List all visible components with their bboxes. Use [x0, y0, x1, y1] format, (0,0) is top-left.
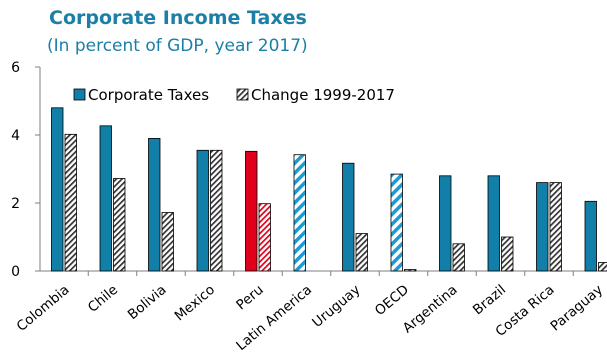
x-label-argentina: Argentina: [400, 282, 461, 337]
bar-corporate-taxes-oecd: [390, 173, 403, 272]
y-tick-label: 4: [11, 128, 20, 144]
bar-corporate-taxes-uruguay: [342, 162, 355, 272]
bar-corporate-taxes-latin-america: [293, 154, 306, 272]
bar-corporate-taxes-paraguay: [584, 200, 597, 272]
x-label-paraguay: Paraguay: [548, 282, 607, 335]
bar-change-chile: [113, 178, 126, 272]
bar-change-oecd: [404, 269, 417, 272]
y-tick-label: 0: [11, 264, 20, 280]
legend: Corporate Taxes Change 1999-2017: [73, 86, 395, 104]
bar-corporate-taxes-colombia: [51, 107, 64, 272]
x-label-colombia: Colombia: [14, 282, 73, 335]
x-label-brazil: Brazil: [470, 282, 509, 318]
legend-swatch-change: [236, 88, 249, 101]
bar-change-bolivia: [161, 212, 174, 272]
legend-swatch-corporate-taxes: [73, 88, 86, 101]
x-label-bolivia: Bolivia: [125, 282, 170, 323]
bar-change-colombia: [64, 133, 77, 272]
x-label-oecd: OECD: [372, 282, 412, 319]
y-tick-label: 6: [11, 60, 20, 76]
chart-title: Corporate Income Taxes: [49, 7, 307, 29]
bar-change-costa-rica: [549, 182, 562, 272]
bar-change-brazil: [501, 236, 514, 272]
bar-corporate-taxes-mexico: [196, 149, 209, 272]
x-label-chile: Chile: [85, 282, 121, 316]
legend-label-corporate-taxes: Corporate Taxes: [88, 86, 209, 104]
chart-subtitle: (In percent of GDP, year 2017): [47, 36, 308, 56]
bar-corporate-taxes-chile: [99, 125, 112, 272]
bar-corporate-taxes-peru: [245, 150, 258, 272]
legend-label-change: Change 1999-2017: [251, 86, 395, 104]
bar-corporate-taxes-bolivia: [148, 137, 161, 272]
bar-corporate-taxes-argentina: [439, 175, 452, 272]
bar-change-argentina: [452, 243, 465, 272]
bar-change-uruguay: [355, 233, 368, 272]
x-label-uruguay: Uruguay: [309, 282, 363, 331]
bar-change-peru: [258, 203, 271, 272]
x-label-mexico: Mexico: [172, 282, 218, 325]
x-label-peru: Peru: [233, 282, 266, 314]
bars: [51, 107, 607, 272]
bar-change-paraguay: [598, 262, 607, 272]
y-tick-label: 2: [11, 196, 20, 212]
bar-corporate-taxes-costa-rica: [536, 182, 549, 272]
y-axis: 0 2 4 6: [11, 60, 607, 280]
bar-corporate-taxes-brazil: [487, 175, 500, 272]
bar-change-mexico: [210, 149, 223, 272]
